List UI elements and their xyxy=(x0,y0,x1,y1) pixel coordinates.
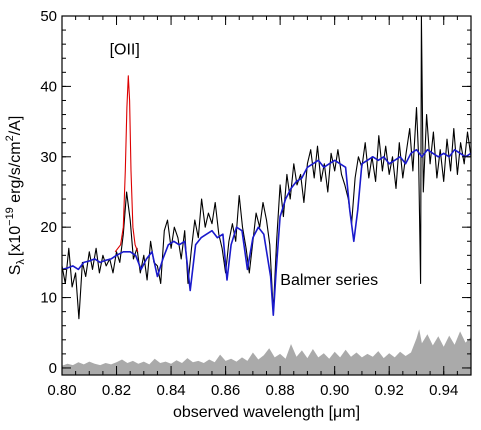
axes-layer: 0.80 0.82 0.84 0.86 0.88 0.90 0.92 0.94 0 10 20 30 4… xyxy=(40,8,472,399)
y-tick-label: 20 xyxy=(40,219,57,236)
y-tick-label: 50 xyxy=(40,8,57,25)
series-1-line xyxy=(114,75,139,253)
y-tick-label: 40 xyxy=(40,78,57,95)
series-2-line xyxy=(61,148,472,317)
x-tick-label: 0.80 xyxy=(47,382,76,399)
x-axis-label: observed wavelength [μm] xyxy=(173,404,360,421)
y-axis-label-prefix: [x10 xyxy=(7,226,24,256)
spectrum-lines-layer xyxy=(61,15,472,320)
y-tick-label: 0 xyxy=(49,360,57,377)
series-3-area xyxy=(62,329,471,375)
x-tick-label: 0.86 xyxy=(211,382,240,399)
y-axis-label: Sλ [x10−19 erg/s/cm2/A] xyxy=(4,116,27,276)
x-tick-label: 0.94 xyxy=(429,382,458,399)
annotation-oii: [OII] xyxy=(110,42,140,59)
y-axis-label-mid: erg/s/cm xyxy=(7,141,24,207)
x-tick-label: 0.84 xyxy=(156,382,185,399)
x-tick-label: 0.82 xyxy=(102,382,131,399)
x-tick-label: 0.88 xyxy=(266,382,295,399)
labels-layer: observed wavelength [μm] Sλ [x10−19 erg/s… xyxy=(4,42,378,421)
y-axis-label-main: S xyxy=(7,265,24,276)
y-tick-label: 10 xyxy=(40,290,57,307)
y-tick-label: 30 xyxy=(40,149,57,166)
error-area-layer xyxy=(62,329,471,375)
y-axis-label-suffix: /A] xyxy=(7,116,24,136)
y-axis-label-sub: λ xyxy=(15,259,27,265)
x-tick-label: 0.90 xyxy=(320,382,349,399)
y-axis-label-exp: −19 xyxy=(4,207,16,226)
annotation-balmer-series: Balmer series xyxy=(280,272,378,289)
plot-frame xyxy=(61,15,472,376)
x-tick-label: 0.92 xyxy=(375,382,404,399)
series-0-line xyxy=(61,15,472,320)
y-axis-label-exp2: 2 xyxy=(4,135,16,141)
